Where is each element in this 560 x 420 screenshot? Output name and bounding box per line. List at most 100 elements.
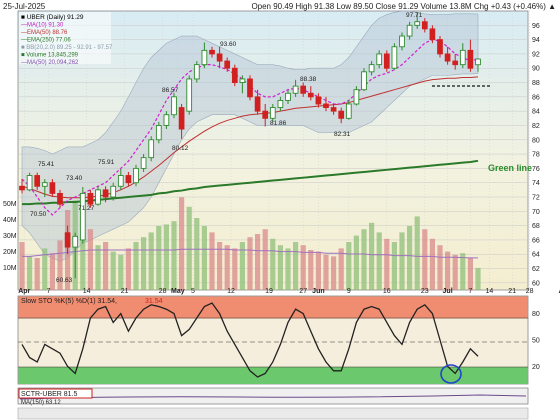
price-callout: 88.38	[300, 76, 317, 83]
date-tick-label: 16	[383, 288, 391, 295]
volume-bar	[49, 253, 55, 290]
candle-body	[186, 78, 193, 112]
volume-bar	[300, 245, 306, 290]
volume-bar	[422, 229, 428, 290]
volume-bar	[437, 245, 443, 290]
candle-body	[345, 103, 352, 119]
volume-bar	[141, 237, 147, 290]
volume-bar	[331, 256, 337, 290]
volume-bar	[361, 229, 367, 290]
volume-bar	[353, 235, 359, 290]
stochastic-tick-label: 80	[532, 311, 540, 318]
volume-bar	[376, 232, 382, 290]
volume-bar	[217, 242, 223, 290]
candle-body	[26, 175, 33, 191]
price-tick-label: 90	[532, 66, 540, 73]
price-tick-label: 78	[532, 152, 540, 159]
date-tick-label: 19	[265, 288, 273, 295]
date-tick-label: 21	[508, 288, 516, 295]
price-tick-label: 70	[532, 209, 540, 216]
price-tick-label: 82	[532, 123, 540, 130]
date-tick-label: 9	[347, 288, 351, 295]
price-tick-label: 68	[532, 223, 540, 230]
green-line-annotation: Green line	[488, 163, 532, 173]
date-tick-label: 14	[83, 288, 91, 295]
volume-bar	[171, 221, 177, 290]
volume-bar	[239, 242, 245, 290]
overbought-zone	[18, 296, 528, 319]
date-tick-label: May	[171, 288, 185, 295]
candle-body	[406, 24, 413, 37]
volume-bar	[87, 229, 93, 290]
legend-box	[19, 12, 111, 64]
price-callout: 86.57	[162, 87, 179, 94]
price-callout: 70.50	[30, 211, 47, 218]
volume-bar	[460, 253, 466, 290]
price-callout: 75.41	[38, 161, 55, 168]
candle-body	[148, 139, 155, 159]
candle-body	[133, 167, 139, 184]
candle-body	[376, 53, 383, 66]
volume-bar	[346, 242, 352, 290]
legend-volume: ■ Volume 13,845,299	[21, 53, 79, 59]
candle-body	[201, 49, 208, 66]
volume-bar	[293, 242, 299, 290]
candle-body	[140, 157, 147, 169]
candle-body	[459, 49, 466, 66]
candle-body	[300, 85, 307, 94]
volume-bar	[262, 229, 268, 290]
sctr-title: SCTR-UBER 81.5	[21, 391, 78, 398]
date-tick-label: 28	[159, 288, 167, 295]
sctr-ma: MA(150) 63.12	[21, 400, 61, 406]
candle-body	[452, 60, 459, 66]
candle-body	[323, 103, 329, 109]
candle-body	[399, 35, 405, 48]
candle-body	[41, 182, 48, 187]
candle-body	[57, 192, 63, 205]
price-tick-label: 94	[532, 37, 540, 44]
volume-bar	[224, 245, 230, 290]
volume-bar	[194, 218, 200, 290]
date-tick-label: Aug	[559, 288, 560, 295]
candle-body	[368, 64, 375, 73]
candle-body	[95, 189, 101, 205]
volume-bar	[80, 202, 86, 290]
volume-bar	[384, 238, 390, 290]
candle-body	[178, 107, 185, 130]
candle-body	[87, 192, 94, 205]
volume-bar	[338, 248, 344, 290]
candle-body	[285, 92, 291, 101]
candle-body	[49, 182, 56, 194]
stochastic-value: 31.54	[145, 298, 163, 305]
legend-bb: ■ BB(20,2.0) 89.25 - 92.91 - 97.57	[21, 45, 113, 51]
volume-tick-20m: 20M	[3, 249, 17, 256]
price-tick-label: 88	[532, 80, 540, 87]
oversold-zone	[18, 367, 528, 384]
volume-bar	[467, 258, 473, 290]
price-tick-label: 66	[532, 237, 540, 244]
volume-bar	[103, 242, 109, 290]
price-callout: 81.86	[270, 120, 287, 127]
candle-body	[262, 110, 269, 119]
price-tick-label: 64	[532, 252, 540, 259]
candle-body	[209, 49, 215, 55]
price-callout: 60.63	[56, 277, 73, 284]
volume-bar	[323, 254, 329, 290]
candle-body	[338, 110, 345, 119]
price-callout: 97.71	[406, 12, 423, 19]
volume-bar	[407, 226, 413, 290]
date-tick-label: 21	[121, 288, 129, 295]
volume-bar	[34, 258, 40, 290]
volume-bar	[452, 254, 458, 290]
date-tick-label: Jun	[312, 288, 324, 295]
price-tick-label: 92	[532, 51, 540, 58]
price-tick-label: 62	[532, 266, 540, 273]
volume-bar	[209, 232, 215, 290]
candle-body	[391, 46, 398, 69]
volume-bar	[270, 238, 276, 290]
volume-bar	[125, 248, 131, 290]
date-tick-label: 23	[421, 288, 429, 295]
candle-body	[125, 175, 132, 184]
volume-tick-50m: 50M	[3, 201, 17, 208]
candle-body	[269, 107, 276, 119]
